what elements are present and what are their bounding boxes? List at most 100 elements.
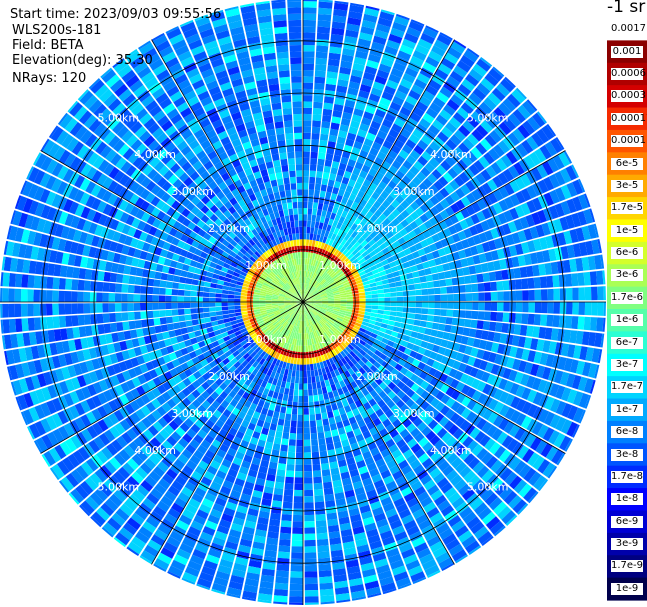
ppi-cell: [240, 383, 249, 392]
ppi-cell: [448, 368, 458, 378]
ppi-cell: [433, 472, 445, 484]
ppi-cell: [367, 323, 375, 329]
ppi-cell: [410, 211, 420, 221]
ppi-cell: [261, 498, 272, 507]
ppi-cell: [493, 107, 507, 121]
ppi-cell: [503, 490, 518, 505]
ppi-cell: [384, 297, 391, 302]
ppi-cell: [386, 204, 396, 213]
ppi-cell: [546, 314, 554, 327]
ppi-cell: [125, 339, 134, 350]
ppi-cell: [64, 353, 73, 366]
ppi-cell: [307, 208, 313, 215]
ppi-cell: [344, 35, 358, 45]
ppi-cell: [438, 323, 446, 332]
ppi-cell: [575, 257, 584, 272]
ppi-cell: [363, 13, 378, 23]
ppi-cell: [348, 577, 363, 587]
ppi-cell: [168, 330, 176, 338]
ppi-cell: [248, 373, 256, 381]
ppi-cell: [346, 220, 354, 229]
ppi-cell: [332, 310, 340, 314]
ppi-cell: [363, 254, 372, 261]
ppi-cell: [325, 331, 331, 338]
ppi-cell: [234, 343, 243, 350]
ppi-cell: [285, 343, 290, 350]
ppi-cell: [509, 302, 517, 312]
ppi-cell: [333, 294, 341, 297]
ppi-cell: [138, 502, 152, 515]
ppi-cell: [197, 313, 204, 319]
ppi-cell: [426, 446, 438, 458]
ppi-cell: [43, 450, 56, 466]
ppi-cell: [394, 232, 403, 240]
ppi-cell: [533, 314, 541, 326]
ppi-cell: [523, 487, 537, 502]
ppi-cell: [539, 352, 549, 366]
ppi-cell: [334, 347, 340, 355]
ppi-cell: [392, 95, 405, 106]
ppi-cell: [371, 290, 378, 295]
ppi-cell: [316, 247, 321, 255]
ppi-cell: [344, 233, 351, 241]
ppi-cell: [538, 409, 550, 423]
ppi-cell: [475, 106, 488, 120]
ppi-cell: [15, 363, 25, 379]
ppi-cell: [314, 189, 320, 197]
ppi-cell: [144, 544, 159, 558]
ppi-cell: [483, 152, 495, 165]
ppi-cell: [330, 316, 337, 321]
ppi-cell: [205, 355, 214, 364]
ppi-cell: [545, 354, 555, 367]
ppi-cell: [76, 375, 87, 388]
ppi-cell: [199, 503, 212, 514]
ppi-cell: [270, 370, 276, 379]
ppi-cell: [360, 26, 375, 36]
ppi-cell: [340, 333, 347, 340]
ppi-cell: [292, 312, 297, 318]
ppi-cell: [359, 339, 367, 346]
ppi-cell: [335, 498, 346, 507]
ppi-cell: [439, 316, 447, 324]
ppi-cell: [188, 331, 196, 339]
ppi-cell: [384, 409, 394, 419]
ppi-cell: [312, 309, 318, 315]
ppi-cell: [254, 313, 262, 318]
ppi-cell: [375, 458, 386, 468]
ppi-cell: [263, 317, 270, 322]
ppi-cell: [335, 174, 343, 183]
ppi-cell: [504, 393, 515, 406]
ppi-cell: [400, 209, 410, 219]
ppi-cell: [203, 286, 210, 293]
ppi-cell: [261, 407, 269, 416]
ppi-cell: [40, 317, 48, 330]
ppi-cell: [275, 475, 285, 483]
ppi-cell: [322, 373, 329, 381]
ppi-cell: [287, 308, 293, 314]
ppi-cell: [147, 278, 155, 287]
ppi-cell: [167, 378, 177, 388]
ppi-cell: [310, 420, 317, 428]
ppi-cell: [426, 507, 440, 519]
ppi-cell: [414, 448, 426, 459]
ppi-cell: [475, 173, 487, 185]
ppi-cell: [251, 457, 261, 466]
ppi-cell: [17, 428, 30, 445]
ppi-cell: [124, 359, 134, 370]
ppi-cell: [347, 501, 359, 511]
ppi-cell: [314, 401, 320, 408]
ppi-cell: [353, 602, 369, 605]
ppi-cell: [389, 287, 397, 293]
ppi-cell: [291, 370, 296, 377]
ppi-cell: [317, 202, 324, 210]
ppi-cell: [2, 288, 9, 302]
ppi-cell: [194, 543, 209, 554]
ppi-cell: [487, 92, 502, 106]
ppi-cell: [372, 234, 381, 243]
ppi-cell: [347, 322, 355, 328]
ppi-cell: [354, 251, 362, 259]
ppi-cell: [478, 253, 487, 264]
ppi-cell: [111, 332, 119, 343]
ppi-cell: [327, 337, 333, 344]
ppi-cell: [374, 349, 382, 357]
